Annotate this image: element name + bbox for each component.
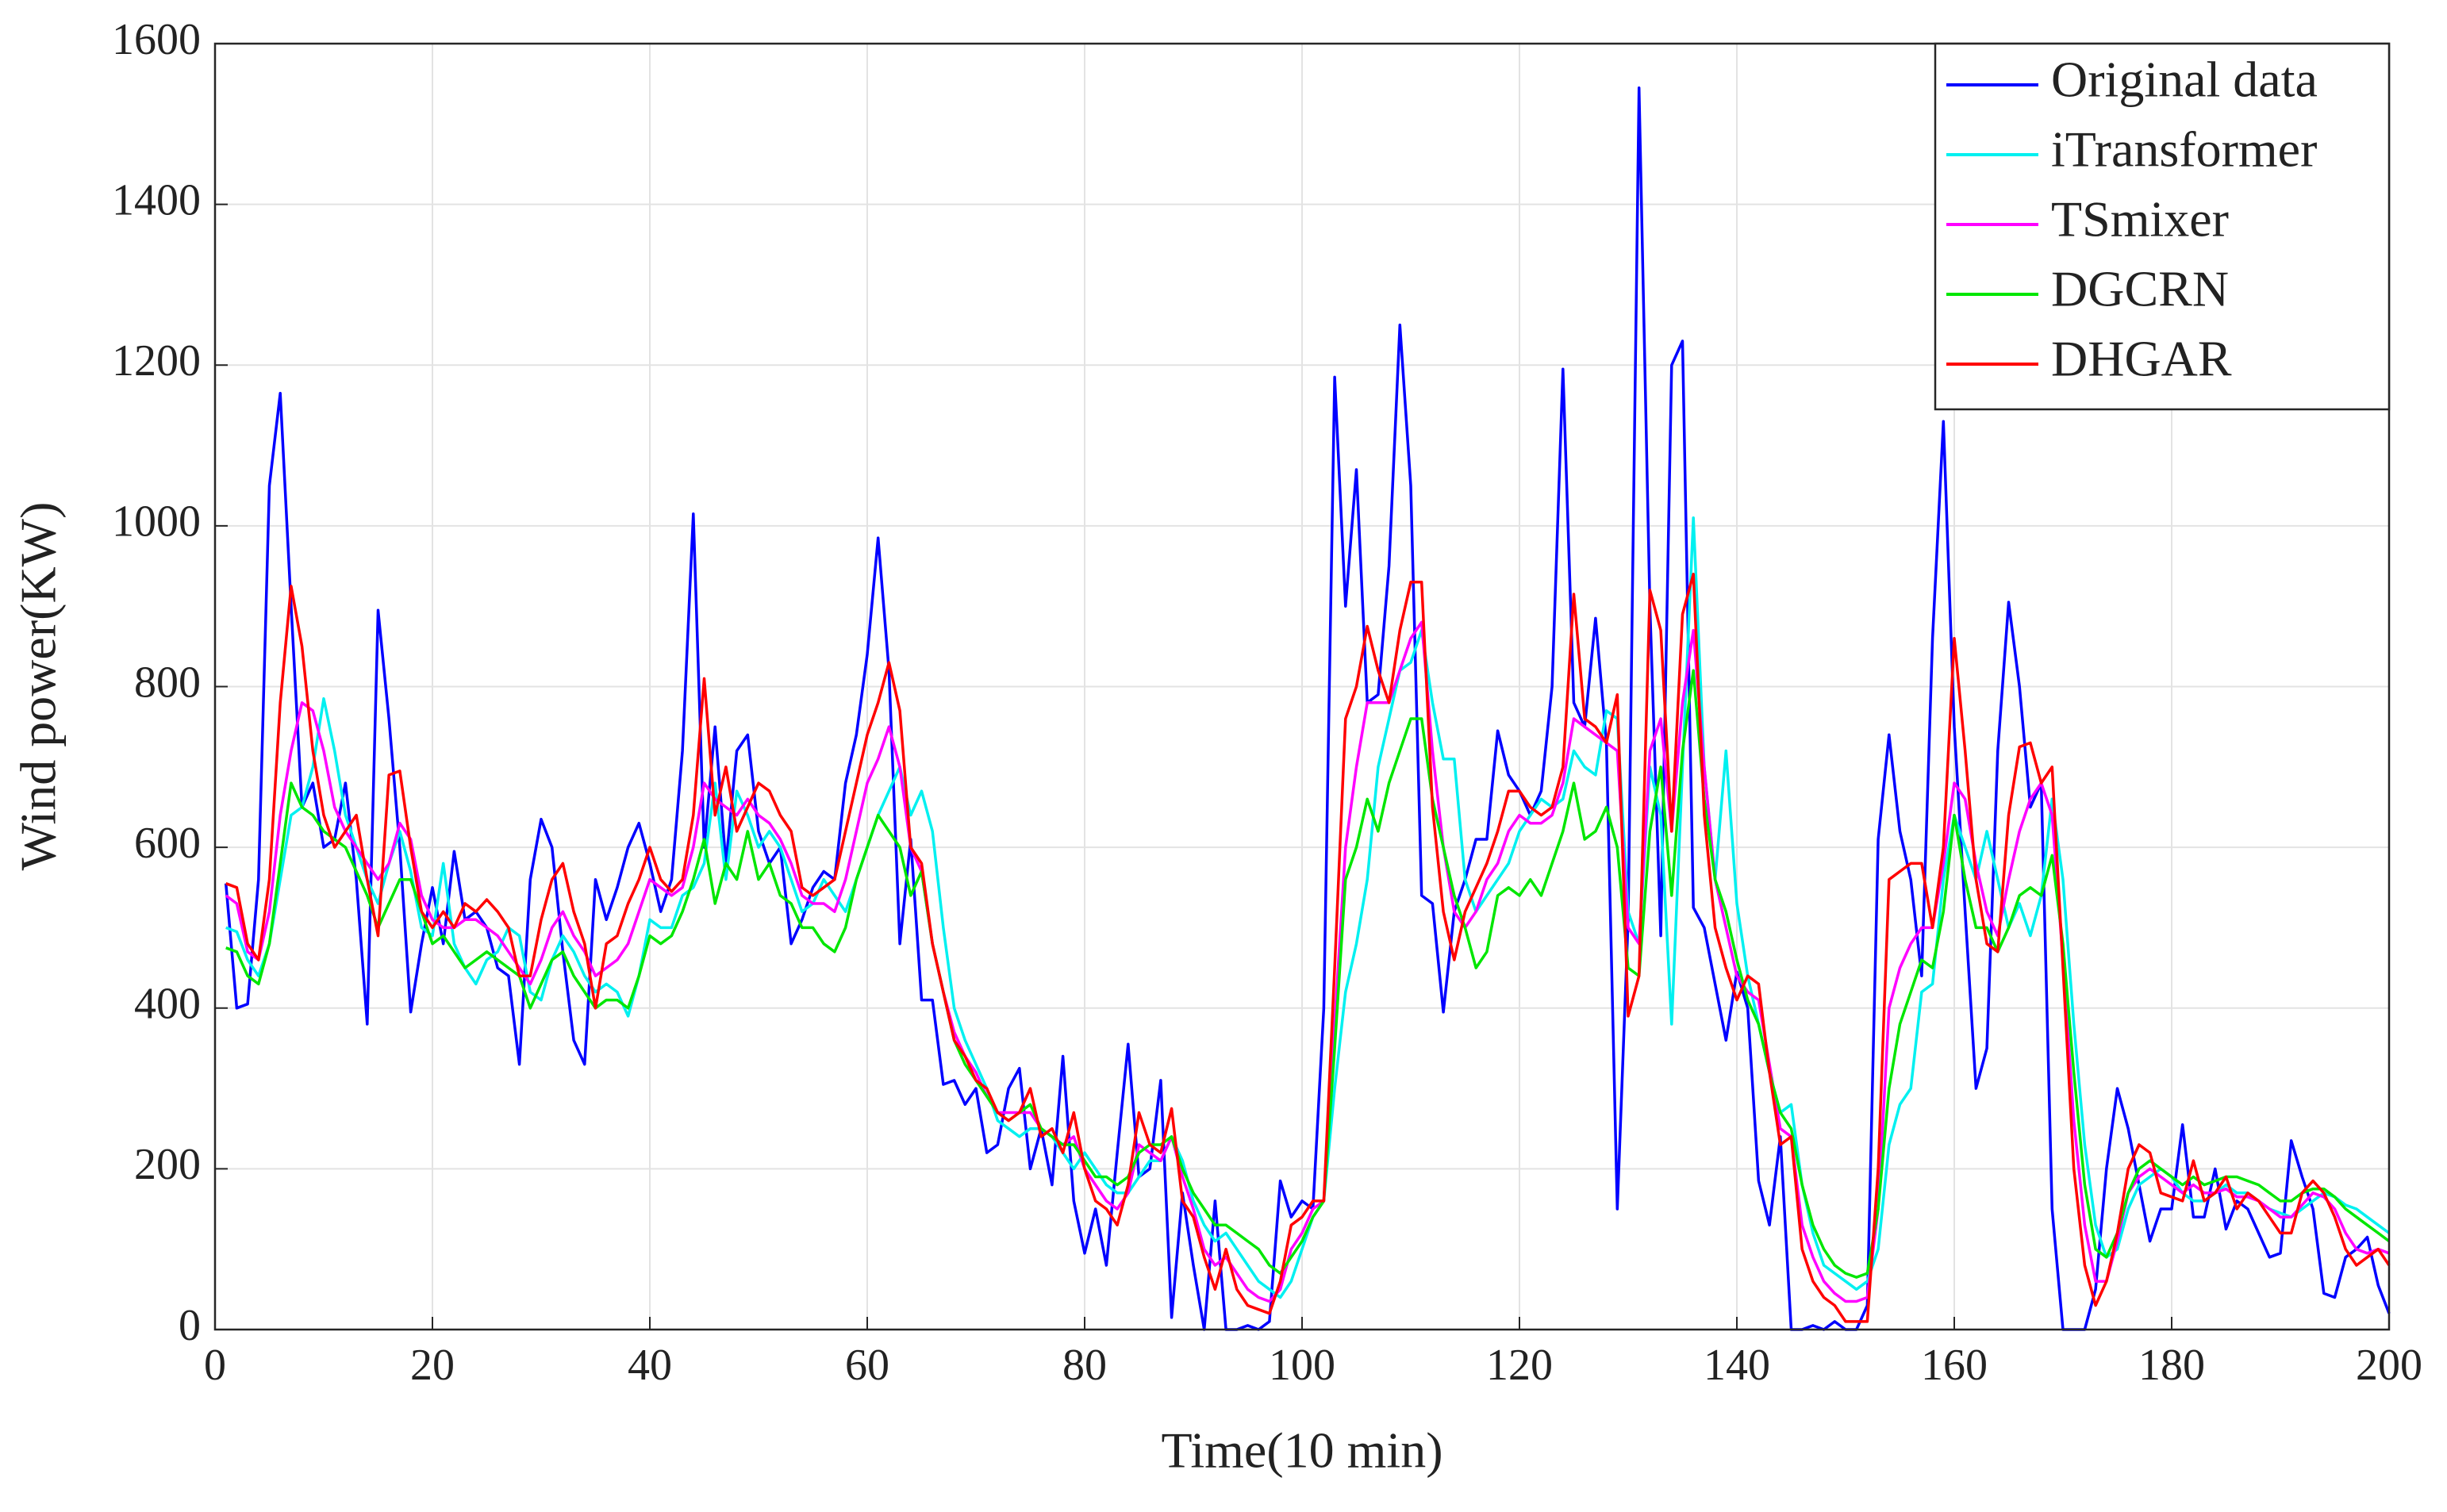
- series-line: [224, 86, 2391, 1331]
- x-tick-label: 0: [204, 1341, 226, 1390]
- legend-label: Original data: [2051, 52, 2318, 108]
- legend-label: DHGAR: [2051, 331, 2232, 387]
- x-tick-label: 100: [1269, 1341, 1335, 1390]
- y-tick-label: 1200: [112, 336, 201, 386]
- x-tick-label: 140: [1704, 1341, 1770, 1390]
- plot-frame: [213, 42, 2391, 1331]
- x-tick-label: 80: [1062, 1341, 1107, 1390]
- y-tick-label: 400: [134, 980, 201, 1029]
- y-tick-label: 600: [134, 819, 201, 868]
- y-tick-label: 800: [134, 658, 201, 707]
- y-tick-label: 1600: [112, 15, 201, 64]
- legend-label: iTransformer: [2051, 121, 2317, 178]
- x-tick-label: 40: [628, 1341, 672, 1390]
- y-tick-label: 1400: [112, 175, 201, 224]
- x-tick-label: 60: [845, 1341, 889, 1390]
- legend-label: DGCRN: [2051, 261, 2229, 317]
- y-tick-label: 0: [179, 1301, 201, 1350]
- x-tick-label: 160: [1921, 1341, 1988, 1390]
- x-axis-label: Time(10 min): [1162, 1422, 1443, 1479]
- legend-box: [1934, 42, 2391, 411]
- series-line: [225, 572, 2391, 1323]
- x-tick-label: 120: [1486, 1341, 1553, 1390]
- y-axis-label: Wind power(KW): [10, 502, 67, 871]
- legend-label: TSmixer: [2051, 191, 2229, 248]
- series-line: [225, 516, 2391, 1299]
- x-tick-label: 200: [2356, 1341, 2422, 1390]
- y-tick-label: 200: [134, 1140, 201, 1189]
- y-tick-label: 1000: [112, 497, 201, 547]
- series-line: [225, 669, 2391, 1279]
- x-tick-label: 180: [2138, 1341, 2205, 1390]
- x-tick-label: 20: [410, 1341, 455, 1390]
